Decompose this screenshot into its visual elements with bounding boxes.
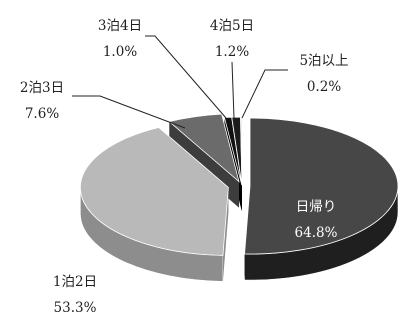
slice-label-4-5: 4泊5日 — [210, 18, 254, 34]
slice-top-1-2 — [79, 127, 229, 256]
slice-value-3-4: 1.0% — [103, 44, 137, 60]
label-group-3-4: 3泊4日 1.0% — [98, 18, 142, 60]
leader-line-3-4 — [145, 35, 227, 119]
slice-label-5-plus: 5泊以上 — [299, 53, 348, 69]
slice-label-day-trip: 日帰り — [296, 198, 337, 215]
leader-lines — [72, 35, 288, 129]
slice-label-2-3: 2泊3日 — [20, 80, 64, 96]
label-group-day-trip: 日帰り 64.8% — [295, 198, 338, 241]
leader-line-4-5 — [231, 61, 235, 119]
pie-slices — [79, 113, 399, 282]
label-group-5-plus: 5泊以上 0.2% — [299, 53, 348, 95]
leader-line-5-plus — [241, 69, 288, 119]
slice-value-1-2: 53.3% — [54, 300, 97, 316]
slice-label-3-4: 3泊4日 — [98, 18, 142, 34]
slice-label-1-2: 1泊2日 — [53, 274, 97, 290]
label-group-2-3: 2泊3日 7.6% — [20, 80, 64, 122]
slice-top-day-trip — [244, 117, 399, 255]
slice-value-2-3: 7.6% — [25, 106, 59, 122]
slice-value-4-5: 1.2% — [215, 44, 249, 60]
slice-value-day-trip: 64.8% — [295, 225, 338, 241]
slice-value-5-plus: 0.2% — [307, 79, 341, 95]
label-group-1-2: 1泊2日 53.3% — [53, 274, 97, 316]
label-group-4-5: 4泊5日 1.2% — [210, 18, 254, 60]
leader-line-2-3 — [72, 95, 186, 129]
